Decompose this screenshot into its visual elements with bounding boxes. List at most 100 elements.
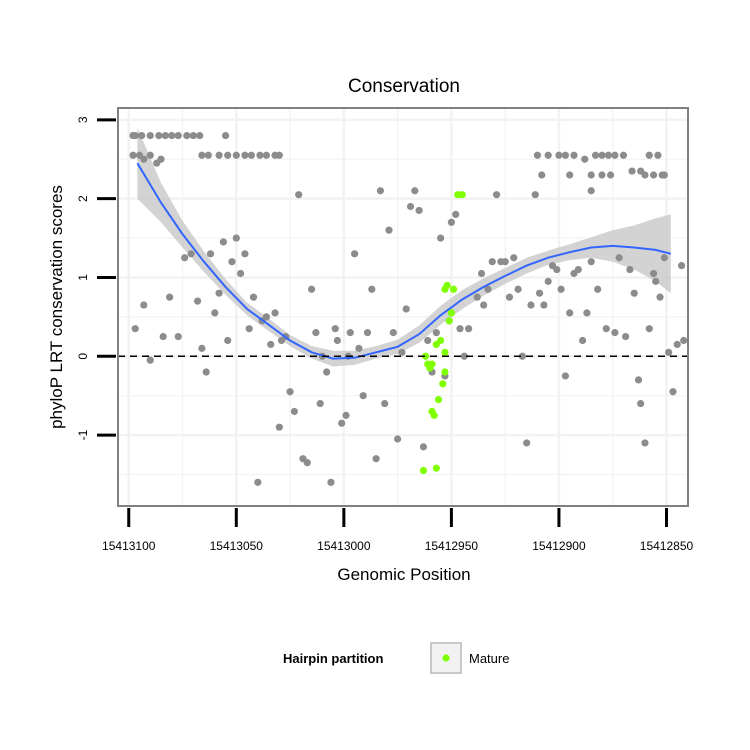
data-point xyxy=(415,206,423,215)
data-point xyxy=(338,419,346,427)
data-point xyxy=(604,151,613,159)
data-point xyxy=(131,131,139,140)
data-point xyxy=(372,455,380,463)
data-point xyxy=(346,329,354,337)
data-point xyxy=(473,293,481,301)
y-axis: -1 0 1 2 3 xyxy=(76,116,116,440)
data-point xyxy=(204,151,212,159)
data-point xyxy=(581,155,589,163)
data-point xyxy=(275,151,283,159)
mature-data-point xyxy=(421,352,430,360)
data-point xyxy=(538,171,546,179)
x-tick-label: 15413100 xyxy=(102,539,156,553)
data-point xyxy=(174,332,182,341)
data-point xyxy=(168,131,176,140)
data-point xyxy=(602,325,610,333)
legend-mature-marker xyxy=(442,654,450,662)
data-point xyxy=(385,226,393,234)
data-point xyxy=(533,151,542,159)
data-point xyxy=(492,191,501,199)
data-point xyxy=(561,372,569,380)
data-point xyxy=(598,171,606,179)
data-point xyxy=(557,285,565,293)
x-axis-title: Genomic Position xyxy=(337,565,470,584)
smooth-curve xyxy=(136,162,672,360)
mature-data-point xyxy=(445,317,453,325)
data-point xyxy=(645,325,653,333)
data-point xyxy=(669,388,677,396)
data-point xyxy=(275,423,283,431)
mature-data-point xyxy=(458,191,466,199)
data-point xyxy=(452,210,460,218)
data-point xyxy=(583,309,591,317)
data-point xyxy=(198,151,206,159)
mature-data-point xyxy=(437,336,445,345)
data-point xyxy=(394,435,402,443)
y-tick-label: 2 xyxy=(76,195,90,202)
data-point xyxy=(381,399,389,408)
y-tick-label: -1 xyxy=(76,429,90,440)
smooth-line xyxy=(136,162,672,360)
data-point xyxy=(202,368,210,376)
confidence-band-area xyxy=(137,127,671,367)
x-tick-label: 15412900 xyxy=(532,539,586,553)
data-point xyxy=(219,238,227,246)
legend: Hairpin partition Mature xyxy=(283,642,509,674)
data-point xyxy=(224,151,232,159)
data-point xyxy=(187,250,195,258)
data-point xyxy=(146,151,154,159)
data-point xyxy=(241,151,249,159)
data-point xyxy=(140,301,148,309)
data-point xyxy=(146,131,154,140)
y-tick-label: 3 xyxy=(76,116,90,123)
data-point xyxy=(594,285,602,293)
mature-data-point xyxy=(426,364,434,372)
data-point xyxy=(566,309,574,317)
data-point xyxy=(555,151,563,159)
data-point xyxy=(505,293,514,301)
mature-points xyxy=(419,191,466,475)
data-point xyxy=(166,293,174,301)
data-point xyxy=(553,265,561,274)
data-point xyxy=(591,151,600,159)
data-point xyxy=(249,293,258,301)
data-point xyxy=(138,131,146,140)
data-point xyxy=(331,325,339,333)
data-point xyxy=(649,171,658,179)
data-point xyxy=(465,325,473,333)
plot-panel xyxy=(117,107,689,507)
data-point xyxy=(161,131,169,140)
data-point xyxy=(221,131,230,140)
data-point xyxy=(333,336,341,345)
data-point xyxy=(673,340,681,349)
data-point xyxy=(518,352,526,360)
data-point xyxy=(245,325,253,333)
data-point xyxy=(460,352,468,360)
chart-title: Conservation xyxy=(348,76,460,97)
data-point xyxy=(540,301,548,309)
data-point xyxy=(652,277,660,285)
data-point xyxy=(419,443,428,451)
data-point xyxy=(535,289,544,297)
mature-data-point xyxy=(434,396,443,404)
data-point xyxy=(677,262,686,270)
data-point xyxy=(523,439,531,447)
data-point xyxy=(628,167,636,175)
data-point xyxy=(527,301,535,309)
data-point xyxy=(630,289,638,297)
data-point xyxy=(232,151,240,159)
data-point xyxy=(228,258,236,266)
data-point xyxy=(355,344,363,352)
data-point xyxy=(211,309,219,317)
data-point xyxy=(303,459,311,467)
data-point xyxy=(183,131,191,140)
data-point xyxy=(480,301,488,309)
data-point xyxy=(611,151,619,159)
legend-key xyxy=(430,642,462,674)
data-point xyxy=(437,234,445,242)
mature-data-point xyxy=(441,348,449,356)
data-point xyxy=(256,151,264,159)
x-tick-label: 15413050 xyxy=(210,539,264,553)
data-point xyxy=(514,285,522,293)
